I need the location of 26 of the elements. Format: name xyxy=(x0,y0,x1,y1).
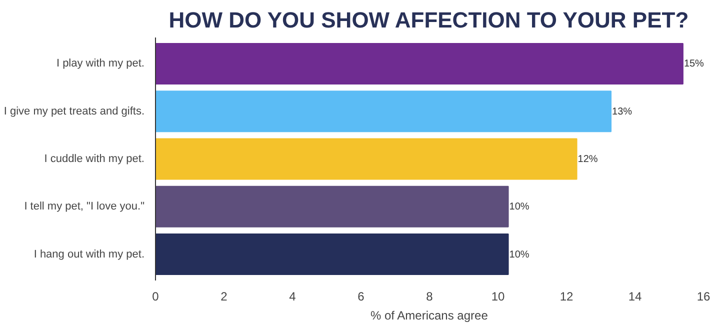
x-tick-label: 10 xyxy=(491,290,505,304)
bar xyxy=(156,42,684,84)
bar xyxy=(156,234,509,276)
x-tick-label: 0 xyxy=(152,290,160,304)
bar xyxy=(156,90,612,132)
y-tick-label: I give my pet treats and gifts. xyxy=(4,105,145,118)
x-tick-label: 8 xyxy=(426,290,434,304)
data-label: 10% xyxy=(509,202,530,213)
bar xyxy=(156,186,509,228)
y-tick-label: I play with my pet. xyxy=(56,58,145,70)
x-tick-label: 2 xyxy=(220,290,228,304)
data-label: 15% xyxy=(684,58,704,70)
x-tick-label: 12 xyxy=(560,290,574,304)
x-tick-label: 16 xyxy=(696,290,710,304)
data-label: 10% xyxy=(509,249,530,260)
x-tick-label: 6 xyxy=(358,290,365,304)
data-label: 13% xyxy=(612,106,632,118)
x-axis-title: % of Americans agree xyxy=(370,308,488,322)
bar xyxy=(156,138,578,180)
data-label: 12% xyxy=(578,154,598,165)
y-tick-label: I hang out with my pet. xyxy=(34,248,144,260)
chart-title: HOW DO YOU SHOW AFFECTION TO YOUR PET? xyxy=(168,8,689,32)
y-tick-label: I tell my pet, "I love you." xyxy=(24,200,145,213)
y-tick-label: I cuddle with my pet. xyxy=(44,153,145,165)
x-tick-label: 4 xyxy=(289,290,296,304)
x-tick-label: 14 xyxy=(628,290,642,304)
